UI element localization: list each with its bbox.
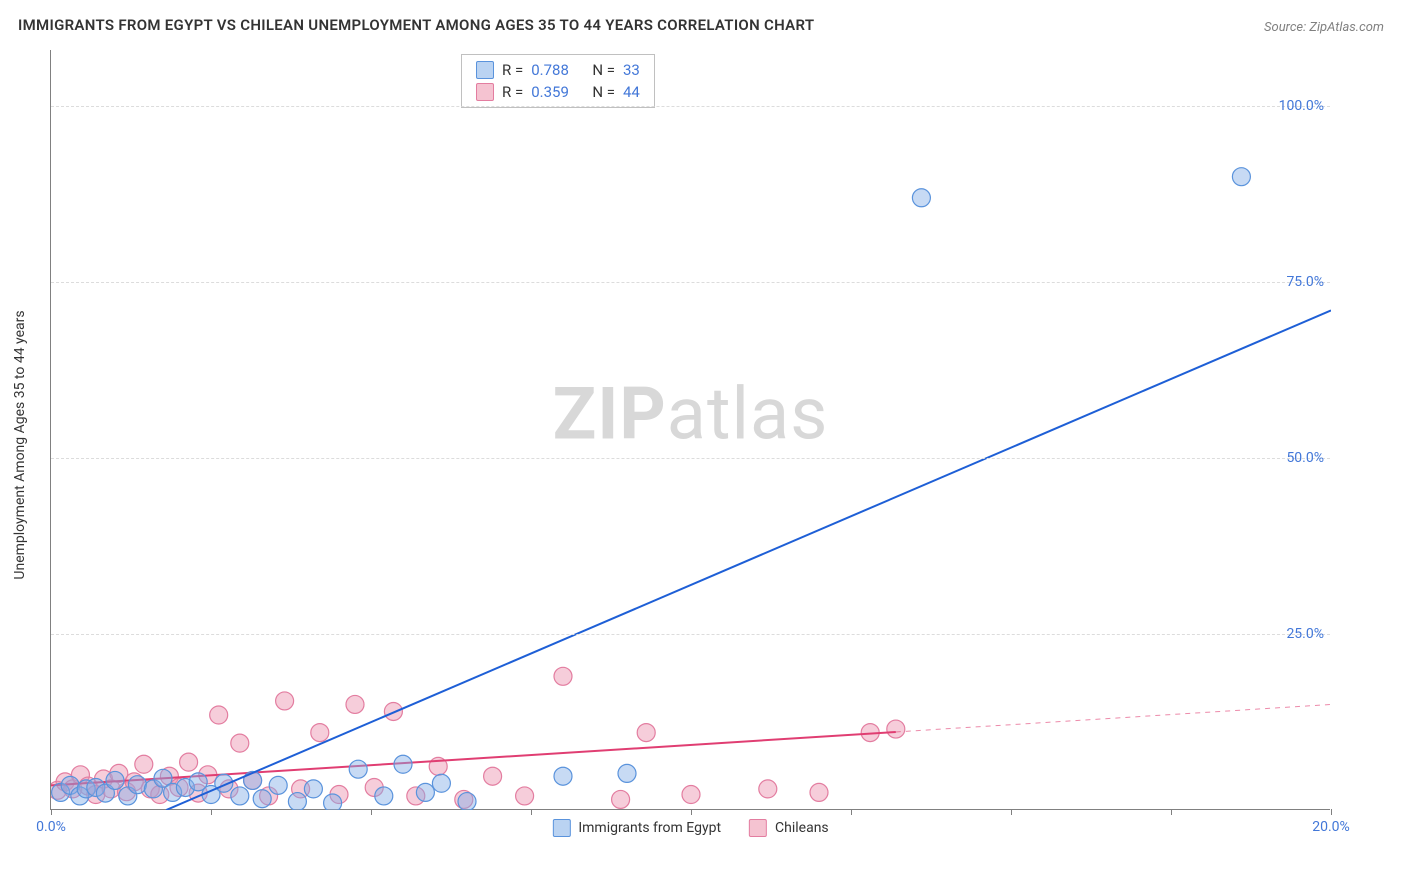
swatch-icon (476, 83, 494, 101)
data-point (1232, 168, 1250, 186)
gridline (51, 458, 1330, 459)
data-point (416, 783, 434, 801)
data-point (554, 767, 572, 785)
data-point (612, 790, 630, 808)
regression-line (166, 310, 1331, 810)
series-legend: Immigrants from Egypt Chileans (552, 819, 828, 837)
r-label: R = (502, 83, 523, 101)
plot-area: ZIPatlas R = 0.788 N = 33 R = 0.359 N = … (50, 50, 1330, 810)
data-point (810, 783, 828, 801)
legend-item-egypt: Immigrants from Egypt (552, 819, 721, 837)
data-point (759, 780, 777, 798)
x-tick-label: 20.0% (1312, 819, 1350, 835)
x-tick (851, 809, 852, 815)
plot-container: Unemployment Among Ages 35 to 44 years Z… (50, 50, 1388, 840)
chart-title: IMMIGRANTS FROM EGYPT VS CHILEAN UNEMPLO… (18, 16, 814, 34)
x-tick (1331, 809, 1332, 815)
gridline (51, 106, 1330, 107)
data-point (231, 734, 249, 752)
data-point (210, 706, 228, 724)
r-value: 0.359 (531, 83, 569, 101)
data-point (637, 724, 655, 742)
data-point (346, 695, 364, 713)
legend-label: Chileans (775, 820, 829, 836)
scatter-svg (51, 50, 1331, 810)
y-tick-label: 50.0% (1286, 450, 1324, 466)
correlation-legend: R = 0.788 N = 33 R = 0.359 N = 44 (461, 54, 655, 108)
regression-line (51, 732, 896, 785)
data-point (231, 787, 249, 805)
legend-label: Immigrants from Egypt (578, 820, 721, 836)
data-point (304, 780, 322, 798)
data-point (288, 793, 306, 810)
data-point (682, 786, 700, 804)
data-point (375, 787, 393, 805)
data-point (394, 755, 412, 773)
regression-extrapolation (896, 704, 1331, 732)
x-tick (691, 809, 692, 815)
x-tick (1171, 809, 1172, 815)
n-label: N = (592, 61, 615, 79)
data-point (276, 692, 294, 710)
x-tick (371, 809, 372, 815)
data-point (135, 755, 153, 773)
data-point (458, 793, 476, 810)
gridline (51, 282, 1330, 283)
data-point (349, 760, 367, 778)
data-point (554, 667, 572, 685)
x-tick-label: 0.0% (36, 819, 66, 835)
gridline (51, 634, 1330, 635)
x-tick (1011, 809, 1012, 815)
data-point (912, 189, 930, 207)
x-tick (531, 809, 532, 815)
data-point (180, 753, 198, 771)
x-tick (51, 809, 52, 815)
data-point (311, 724, 329, 742)
data-point (432, 774, 450, 792)
y-tick-label: 75.0% (1286, 274, 1324, 290)
n-value: 44 (623, 83, 640, 101)
y-axis-label: Unemployment Among Ages 35 to 44 years (12, 310, 28, 579)
data-point (244, 771, 262, 789)
source-label: Source: ZipAtlas.com (1264, 20, 1384, 35)
x-tick (211, 809, 212, 815)
corr-row-chilean: R = 0.359 N = 44 (462, 81, 654, 103)
r-label: R = (502, 61, 523, 79)
data-point (484, 767, 502, 785)
n-value: 33 (623, 61, 640, 79)
swatch-icon (476, 61, 494, 79)
n-label: N = (592, 83, 615, 101)
r-value: 0.788 (531, 61, 569, 79)
swatch-icon (552, 819, 570, 837)
data-point (887, 720, 905, 738)
data-point (324, 794, 342, 810)
y-tick-label: 25.0% (1286, 626, 1324, 642)
data-point (516, 787, 534, 805)
data-point (618, 764, 636, 782)
data-point (128, 776, 146, 794)
data-point (106, 771, 124, 789)
swatch-icon (749, 819, 767, 837)
data-point (253, 790, 271, 808)
data-point (269, 776, 287, 794)
corr-row-egypt: R = 0.788 N = 33 (462, 59, 654, 81)
legend-item-chilean: Chileans (749, 819, 829, 837)
y-tick-label: 100.0% (1279, 98, 1324, 114)
